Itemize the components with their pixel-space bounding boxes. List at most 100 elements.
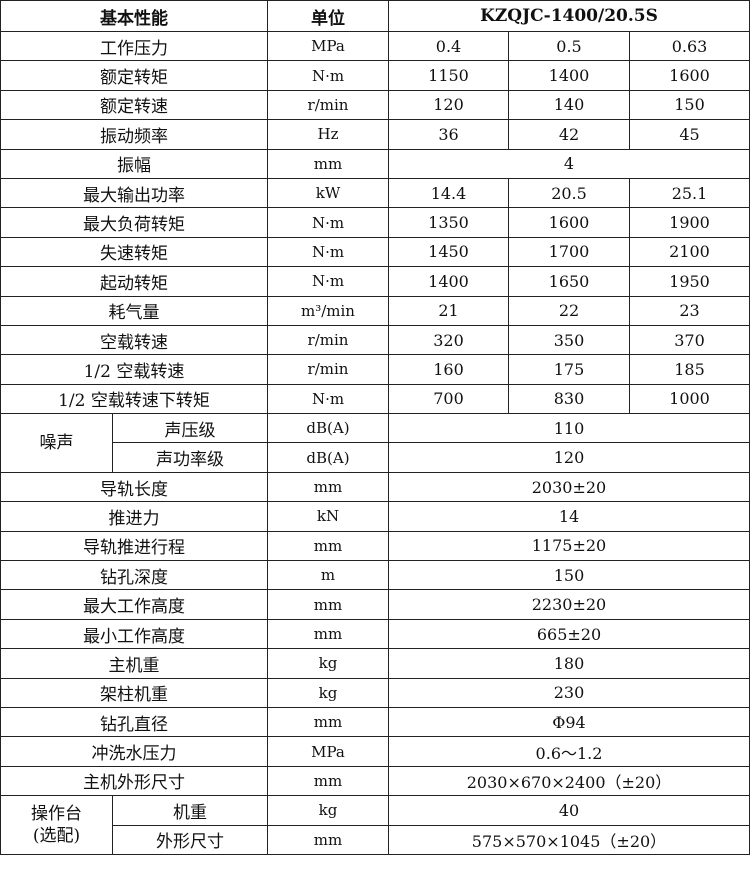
row-value: 22 [508, 295, 630, 326]
row-value: 160 [388, 354, 509, 385]
row-label: 1/2 空载转速下转矩 [0, 383, 268, 415]
row-value: 14 [388, 501, 750, 532]
row-label: 钻孔深度 [0, 560, 268, 591]
row-value: 1700 [508, 236, 630, 268]
table-row: 振动频率 Hz 36 42 45 [0, 119, 750, 150]
table-row: 起动转矩 N·m 1400 1650 1950 [0, 266, 750, 297]
row-value: 1000 [629, 383, 750, 415]
row-label: 失速转矩 [0, 236, 268, 268]
row-label: 空载转速 [0, 324, 268, 356]
row-value: Φ94 [388, 706, 750, 738]
row-label: 导轨推进行程 [0, 530, 268, 562]
specs-table: 基本性能 单位 KZQJC-1400/20.5S 工作压力 MPa 0.4 0.5 0.… [0, 0, 750, 855]
row-unit: m [267, 560, 389, 591]
table-row: 导轨推进行程 mm 1175±20 [0, 530, 750, 562]
row-value: 1400 [388, 266, 509, 297]
row-value: 1400 [508, 60, 630, 91]
row-label: 导轨长度 [0, 471, 268, 503]
row-label: 最大负荷转矩 [0, 207, 268, 238]
row-label: 最大工作高度 [0, 589, 268, 620]
row-label: 额定转矩 [0, 60, 268, 91]
table-row: 声功率级 dB(A) 120 [1, 442, 750, 473]
row-value: 20.5 [508, 177, 630, 209]
row-unit: mm [267, 706, 389, 738]
row-unit: dB(A) [267, 413, 389, 444]
row-value: 665±20 [388, 618, 750, 650]
row-value: 175 [508, 354, 630, 385]
row-value: 23 [629, 295, 750, 326]
table-row: 冲洗水压力 MPa 0.6～1.2 [0, 736, 750, 767]
row-value: 2030±20 [388, 471, 750, 503]
table-row: 噪声 声压级 dB(A) 110 [0, 413, 750, 473]
row-value: 40 [388, 795, 750, 826]
row-unit: MPa [267, 736, 389, 767]
table-row: 工作压力 MPa 0.4 0.5 0.63 [0, 30, 750, 62]
row-value: 2030×670×2400（±20） [388, 765, 750, 797]
row-value: 140 [508, 89, 630, 121]
table-row: 导轨长度 mm 2030±20 [0, 471, 750, 503]
header-row: 基本性能 单位 KZQJC-1400/20.5S [0, 0, 750, 32]
row-value: 1450 [388, 236, 509, 268]
row-value: 110 [388, 413, 750, 444]
row-label: 冲洗水压力 [0, 736, 268, 767]
row-value: 1650 [508, 266, 630, 297]
row-value: 21 [388, 295, 509, 326]
row-value: 180 [388, 648, 750, 679]
table-row: 空载转速 r/min 320 350 370 [0, 324, 750, 356]
row-value: 2100 [629, 236, 750, 268]
row-value: 370 [629, 324, 750, 356]
row-value: 120 [388, 89, 509, 121]
row-value: 45 [629, 119, 750, 150]
row-value: 0.4 [388, 30, 509, 62]
table-row: 外形尺寸 mm 575×570×1045（±20） [1, 824, 750, 855]
table-row: 最大工作高度 mm 2230±20 [0, 589, 750, 620]
row-unit: m³/min [267, 295, 389, 326]
row-label: 推进力 [0, 501, 268, 532]
table-row: 钻孔直径 mm Φ94 [0, 706, 750, 738]
row-unit: mm [267, 471, 389, 503]
row-value: 0.6～1.2 [388, 736, 750, 767]
row-unit: r/min [267, 354, 389, 385]
row-unit: kg [267, 648, 389, 679]
row-value: 36 [388, 119, 509, 150]
row-label: 起动转矩 [0, 266, 268, 297]
row-unit: mm [267, 530, 389, 562]
table-row: 额定转速 r/min 120 140 150 [0, 89, 750, 121]
row-unit: N·m [267, 236, 389, 268]
table-row: 耗气量 m³/min 21 22 23 [0, 295, 750, 326]
row-value: 150 [388, 560, 750, 591]
row-value: 700 [388, 383, 509, 415]
group-label: 操作台 (选配) [0, 795, 113, 855]
row-unit: mm [267, 148, 389, 179]
row-unit: kN [267, 501, 389, 532]
row-label: 工作压力 [0, 30, 268, 62]
row-value: 4 [388, 148, 750, 179]
row-label: 最大输出功率 [0, 177, 268, 209]
row-value: 14.4 [388, 177, 509, 209]
row-value: 120 [388, 442, 750, 473]
row-unit: kW [267, 177, 389, 209]
table-row: 1/2 空载转速下转矩 N·m 700 830 1000 [0, 383, 750, 415]
table-row: 主机重 kg 180 [0, 648, 750, 679]
row-unit: dB(A) [267, 442, 389, 473]
row-value: 1350 [388, 207, 509, 238]
table-row: 最大输出功率 kW 14.4 20.5 25.1 [0, 177, 750, 209]
row-label: 耗气量 [0, 295, 268, 326]
row-unit: MPa [267, 30, 389, 62]
row-label: 外形尺寸 [112, 824, 268, 855]
table-row: 最大负荷转矩 N·m 1350 1600 1900 [0, 207, 750, 238]
row-value: 1600 [508, 207, 630, 238]
row-label: 额定转速 [0, 89, 268, 121]
row-label: 振动频率 [0, 119, 268, 150]
table-row: 振幅 mm 4 [0, 148, 750, 179]
row-unit: r/min [267, 89, 389, 121]
group-label: 噪声 [0, 413, 113, 473]
row-label: 振幅 [0, 148, 268, 179]
row-unit: mm [267, 765, 389, 797]
row-unit: N·m [267, 207, 389, 238]
row-unit: Hz [267, 119, 389, 150]
row-value: 320 [388, 324, 509, 356]
header-model: KZQJC-1400/20.5S [388, 0, 750, 32]
row-unit: r/min [267, 324, 389, 356]
row-unit: kg [267, 677, 389, 708]
